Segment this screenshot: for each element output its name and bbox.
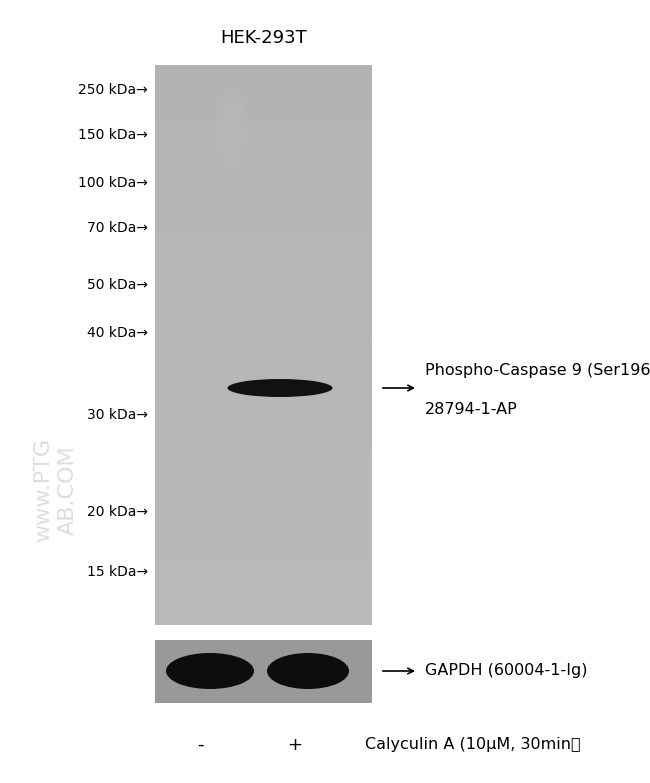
Text: 150 kDa→: 150 kDa→ — [78, 128, 148, 142]
Text: 70 kDa→: 70 kDa→ — [87, 221, 148, 235]
Text: 50 kDa→: 50 kDa→ — [87, 278, 148, 292]
Text: 28794-1-AP: 28794-1-AP — [425, 402, 518, 417]
Ellipse shape — [166, 653, 254, 689]
Text: GAPDH (60004-1-Ig): GAPDH (60004-1-Ig) — [425, 663, 588, 679]
Text: 20 kDa→: 20 kDa→ — [87, 505, 148, 519]
Text: www.PTG
AB.COM: www.PTG AB.COM — [32, 438, 77, 542]
Text: 100 kDa→: 100 kDa→ — [78, 176, 148, 190]
Text: Phospho-Caspase 9 (Ser196): Phospho-Caspase 9 (Ser196) — [425, 363, 650, 378]
Text: HEK-293T: HEK-293T — [220, 29, 307, 47]
Text: -: - — [197, 736, 203, 754]
Text: Calyculin A (10μM, 30min）: Calyculin A (10μM, 30min） — [365, 738, 580, 752]
Text: 30 kDa→: 30 kDa→ — [87, 408, 148, 422]
Text: 15 kDa→: 15 kDa→ — [87, 565, 148, 579]
Ellipse shape — [227, 379, 333, 397]
Text: 40 kDa→: 40 kDa→ — [87, 326, 148, 340]
Text: 250 kDa→: 250 kDa→ — [78, 83, 148, 97]
Text: +: + — [287, 736, 302, 754]
Ellipse shape — [267, 653, 349, 689]
